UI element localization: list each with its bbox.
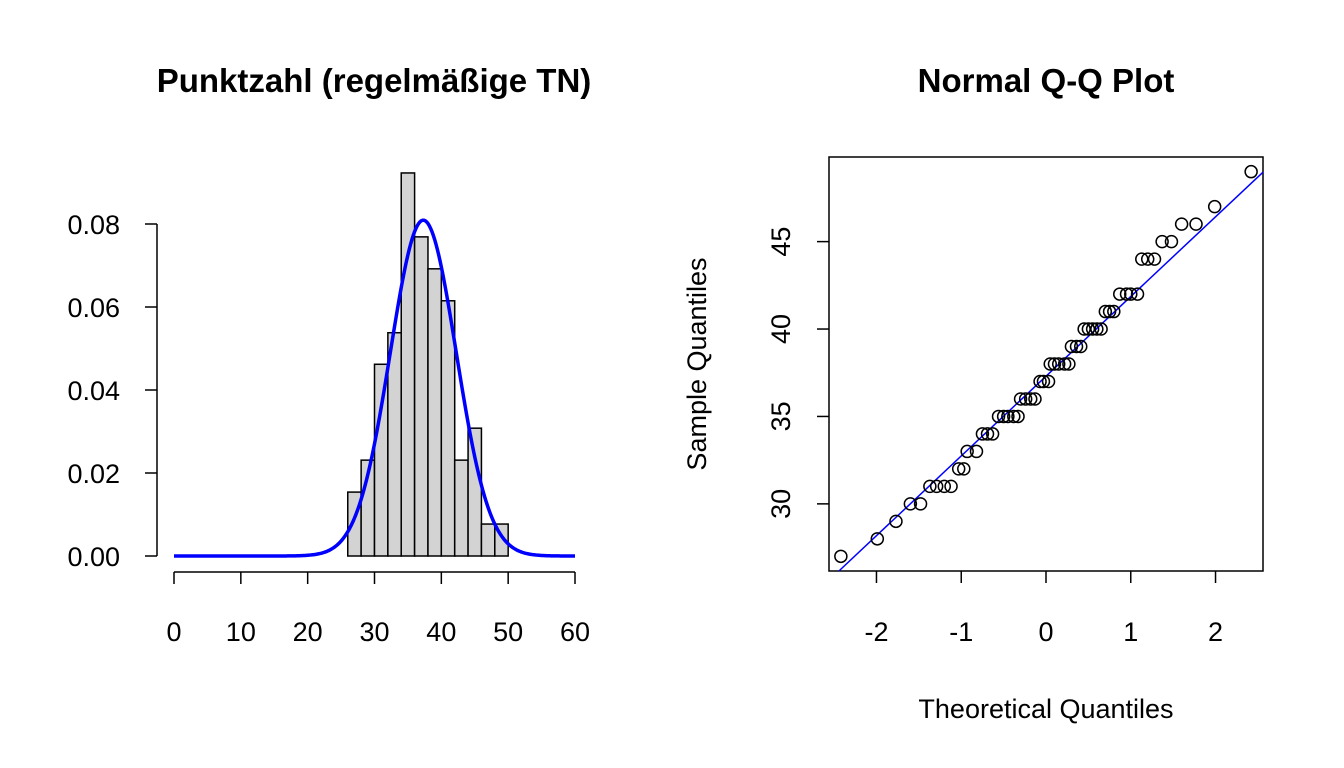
qq-point-32 <box>1062 357 1076 371</box>
qq-point-55 <box>1207 199 1222 214</box>
histogram-bar-4 <box>400 172 416 557</box>
qq-point-22 <box>1018 392 1033 406</box>
qq-point-53 <box>1174 217 1189 231</box>
qq-point-15 <box>985 427 1000 441</box>
qq-point-1 <box>870 532 885 546</box>
histogram-bar-10 <box>480 523 496 557</box>
qq-point-25 <box>1033 374 1047 389</box>
qq-x-tick-label: -2 <box>864 617 888 647</box>
qq-y-tick-label: 40 <box>766 314 796 344</box>
histogram-y-tick-label: 0.02 <box>67 459 120 489</box>
histogram-x-tick-label: 30 <box>359 617 389 647</box>
qq-point-17 <box>996 409 1011 424</box>
qq-plot-panel: Normal Q-Q Plot -2 -1 0 1 2 30 35 40 45 Theoret… <box>682 62 1264 724</box>
qq-point-21 <box>1013 392 1028 406</box>
histogram-x-tick-label: 60 <box>560 617 590 647</box>
qq-point-29 <box>1047 357 1062 371</box>
qq-points <box>834 164 1258 564</box>
qq-point-14 <box>980 427 995 441</box>
qq-point-8 <box>944 479 958 494</box>
qq-x-tick-label: 1 <box>1123 617 1138 647</box>
qq-point-51 <box>1155 234 1169 249</box>
qq-point-56 <box>1244 164 1258 179</box>
qq-reference-line <box>838 171 1264 572</box>
qq-point-54 <box>1189 217 1203 231</box>
qq-point-41 <box>1098 304 1113 319</box>
qq-y-tick-label: 35 <box>766 401 796 431</box>
qq-point-30 <box>1051 357 1066 371</box>
histogram-bar-5 <box>413 236 429 557</box>
qq-point-49 <box>1140 252 1155 266</box>
qq-point-0 <box>834 549 848 564</box>
qq-y-tick-label: 30 <box>766 489 796 519</box>
qq-point-9 <box>951 462 966 476</box>
normal-density-curve <box>174 218 575 558</box>
qq-y-axis: 30 35 40 45 <box>766 227 829 519</box>
qq-point-33 <box>1064 339 1079 354</box>
qq-point-24 <box>1028 392 1042 406</box>
qq-x-tick-label: 0 <box>1038 617 1053 647</box>
qq-point-11 <box>960 444 974 459</box>
qq-x-tick-label: -1 <box>949 617 973 647</box>
qq-point-18 <box>1001 409 1015 424</box>
qq-point-7 <box>937 479 952 494</box>
histogram-title: Punktzahl (regelmäßige TN) <box>157 62 592 99</box>
histogram-bar-2 <box>373 363 389 557</box>
histogram-y-axis: 0.00 0.02 0.04 0.06 0.08 <box>67 210 158 572</box>
histogram-bar-6 <box>427 268 443 557</box>
qq-point-46 <box>1124 287 1138 301</box>
qq-x-tick-label: 2 <box>1208 617 1223 647</box>
histogram-x-tick-label: 20 <box>293 617 323 647</box>
qq-point-3 <box>903 497 918 511</box>
qq-point-39 <box>1090 322 1104 336</box>
qq-y-tick-label: 45 <box>766 227 796 257</box>
qq-point-28 <box>1043 357 1057 371</box>
qq-point-10 <box>957 462 971 476</box>
qq-point-47 <box>1130 287 1145 301</box>
qq-point-27 <box>1041 374 1056 389</box>
qq-y-axis-label: Sample Quantiles <box>682 257 712 470</box>
histogram-x-tick-label: 50 <box>493 617 523 647</box>
qq-point-43 <box>1107 304 1121 319</box>
histogram-x-axis: 0 10 20 30 40 50 60 <box>166 571 590 647</box>
qq-x-axis: -2 -1 0 1 2 <box>864 571 1223 647</box>
qq-plot-title: Normal Q-Q Plot <box>918 62 1175 99</box>
qq-point-20 <box>1011 409 1025 424</box>
qq-point-16 <box>991 409 1006 424</box>
histogram-y-tick-label: 0.04 <box>67 376 120 406</box>
histogram-bar-9 <box>467 427 483 557</box>
histogram-bar-8 <box>453 459 469 557</box>
histogram-x-tick-label: 10 <box>226 617 256 647</box>
qq-point-45 <box>1119 287 1134 301</box>
qq-point-34 <box>1069 339 1084 354</box>
histogram-bars <box>347 172 509 557</box>
qq-point-35 <box>1074 339 1088 354</box>
histogram-panel: Punktzahl (regelmäßige TN) 0 10 20 30 40 50 60… <box>67 62 591 647</box>
qq-point-38 <box>1085 322 1100 336</box>
qq-point-4 <box>913 497 928 511</box>
histogram-y-tick-label: 0.08 <box>67 210 120 240</box>
histogram-x-tick-label: 40 <box>426 617 456 647</box>
qq-point-5 <box>923 479 937 494</box>
histogram-bar-3 <box>387 331 402 557</box>
qq-point-42 <box>1102 304 1117 319</box>
qq-point-31 <box>1057 357 1072 371</box>
qq-point-40 <box>1094 322 1108 336</box>
histogram-y-tick-label: 0.06 <box>67 293 120 323</box>
qq-point-6 <box>929 479 944 494</box>
qq-point-44 <box>1112 287 1127 301</box>
qq-point-2 <box>889 514 903 529</box>
histogram-x-tick-label: 0 <box>166 617 181 647</box>
qq-x-axis-label: Theoretical Quantiles <box>918 694 1173 724</box>
qq-point-19 <box>1007 409 1021 424</box>
qq-point-23 <box>1023 392 1038 406</box>
qq-point-13 <box>975 427 990 441</box>
qq-point-12 <box>969 444 984 459</box>
qq-point-52 <box>1164 234 1179 249</box>
qq-point-50 <box>1147 252 1162 266</box>
histogram-y-tick-label: 0.00 <box>67 542 120 572</box>
qq-point-26 <box>1036 374 1051 389</box>
